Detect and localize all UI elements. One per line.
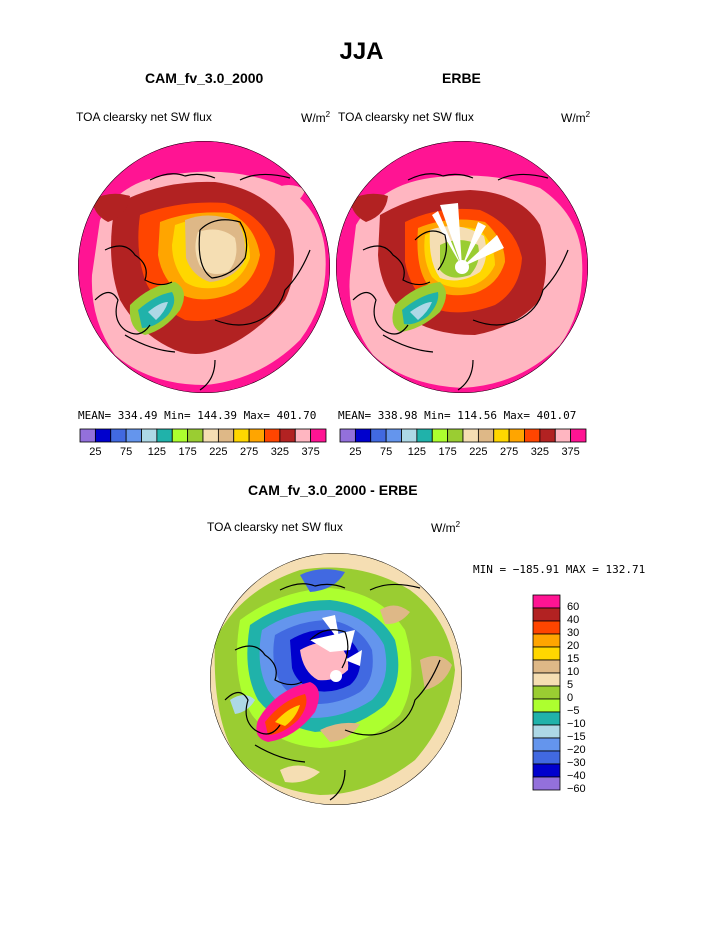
colorbar-swatch	[570, 428, 587, 443]
colorbar-tick-label: 325	[530, 446, 550, 458]
colorbar-tick-label: 5	[567, 679, 574, 691]
right-variable-label: TOA clearsky net SW flux	[338, 110, 474, 124]
colorbar-swatch	[532, 646, 561, 661]
colorbar-swatch	[462, 428, 479, 443]
difference-map	[210, 553, 462, 805]
colorbar-tick-label: 175	[438, 446, 457, 458]
diff-units-label: W/m2	[431, 520, 461, 535]
left-map	[78, 141, 330, 393]
colorbar-swatch	[477, 428, 495, 443]
colorbar-swatch	[310, 428, 327, 443]
colorbar-swatch	[532, 698, 561, 713]
colorbar-tick-label: 225	[469, 446, 488, 458]
colorbar-tick-label: 325	[270, 446, 290, 458]
colorbar-swatch	[385, 428, 402, 443]
right-units-label: W/m2	[561, 110, 591, 125]
colorbar-swatch	[532, 594, 561, 609]
colorbar-tick-label: 75	[380, 446, 393, 458]
colorbar-swatch	[532, 711, 561, 726]
colorbar-swatch	[532, 685, 561, 700]
colorbar-tick-label: −40	[567, 770, 586, 782]
colorbar-swatch	[554, 428, 572, 443]
colorbar-swatch	[532, 737, 561, 752]
colorbar-tick-label: −15	[567, 731, 586, 743]
colorbar-swatch	[493, 428, 510, 443]
colorbar-swatch	[79, 428, 96, 443]
colorbar-swatch	[508, 428, 525, 443]
colorbar-tick-label: 40	[567, 614, 580, 626]
colorbar-tick-label: 20	[567, 640, 580, 652]
colorbar-swatch	[416, 428, 433, 443]
colorbar-swatch	[447, 428, 464, 443]
colorbar-tick-label: 15	[567, 653, 580, 665]
colorbar-swatch	[532, 763, 561, 778]
colorbar-tick-label: 275	[239, 446, 259, 458]
left-colorbar	[79, 428, 327, 443]
colorbar-swatch	[156, 428, 173, 443]
colorbar-swatch	[532, 620, 561, 635]
colorbar-tick-label: 375	[301, 446, 320, 458]
colorbar-swatch	[339, 428, 356, 443]
colorbar-swatch	[202, 428, 219, 443]
colorbar-tick-label: −30	[567, 757, 586, 769]
right-map	[336, 141, 588, 393]
colorbar-tick-label: 25	[89, 446, 102, 458]
colorbar-swatch	[401, 428, 418, 443]
colorbar-tick-label: 125	[147, 446, 167, 458]
colorbar-swatch	[532, 776, 561, 791]
right-stats: MEAN= 338.98 Min= 114.56 Max= 401.07	[338, 409, 577, 422]
right-panel-title: ERBE	[442, 70, 481, 86]
colorbar-swatch	[532, 724, 561, 739]
colorbar-tick-label: 75	[120, 446, 133, 458]
colorbar-tick-label: 30	[567, 627, 580, 639]
diff-colorbar	[532, 594, 561, 791]
left-stats: MEAN= 334.49 Min= 144.39 Max= 401.70	[78, 409, 317, 422]
colorbar-swatch	[431, 428, 449, 443]
colorbar-swatch	[141, 428, 158, 443]
colorbar-tick-label: 10	[567, 666, 580, 678]
colorbar-swatch	[125, 428, 142, 443]
colorbar-tick-label: 375	[561, 446, 580, 458]
colorbar-swatch	[187, 428, 204, 443]
left-panel-title: CAM_fv_3.0_2000	[145, 70, 264, 86]
colorbar-swatch	[532, 633, 561, 648]
diff-stats: MIN = −185.91 MAX = 132.71	[473, 563, 646, 576]
colorbar-swatch	[279, 428, 296, 443]
colorbar-swatch	[532, 750, 561, 765]
colorbar-swatch	[171, 428, 189, 443]
colorbar-tick-label: −20	[567, 744, 586, 756]
colorbar-tick-label: 225	[209, 446, 228, 458]
colorbar-swatch	[354, 428, 372, 443]
colorbar-swatch	[110, 428, 127, 443]
colorbar-swatch	[94, 428, 112, 443]
colorbar-tick-label: −60	[567, 783, 586, 795]
colorbar-tick-label: 175	[178, 446, 197, 458]
colorbar-swatch	[248, 428, 265, 443]
colorbar-tick-label: 275	[499, 446, 519, 458]
colorbar-tick-label: 125	[407, 446, 427, 458]
colorbar-swatch	[370, 428, 387, 443]
left-variable-label: TOA clearsky net SW flux	[76, 110, 212, 124]
colorbar-tick-label: −10	[567, 718, 586, 730]
season-title: JJA	[339, 38, 384, 65]
colorbar-swatch	[532, 672, 561, 687]
colorbar-swatch	[264, 428, 281, 443]
colorbar-swatch	[294, 428, 312, 443]
colorbar-swatch	[217, 428, 235, 443]
colorbar-tick-label: 60	[567, 601, 580, 613]
diff-variable-label: TOA clearsky net SW flux	[207, 520, 343, 534]
left-units-label: W/m2	[301, 110, 331, 125]
colorbar-swatch	[524, 428, 541, 443]
colorbar-tick-label: −5	[567, 705, 580, 717]
diff-title: CAM_fv_3.0_2000 - ERBE	[248, 482, 418, 498]
colorbar-tick-label: 25	[349, 446, 362, 458]
colorbar-swatch	[532, 607, 561, 622]
colorbar-tick-label: 0	[567, 692, 574, 704]
colorbar-swatch	[532, 659, 561, 674]
right-colorbar	[339, 428, 587, 443]
colorbar-swatch	[539, 428, 556, 443]
colorbar-swatch	[233, 428, 250, 443]
